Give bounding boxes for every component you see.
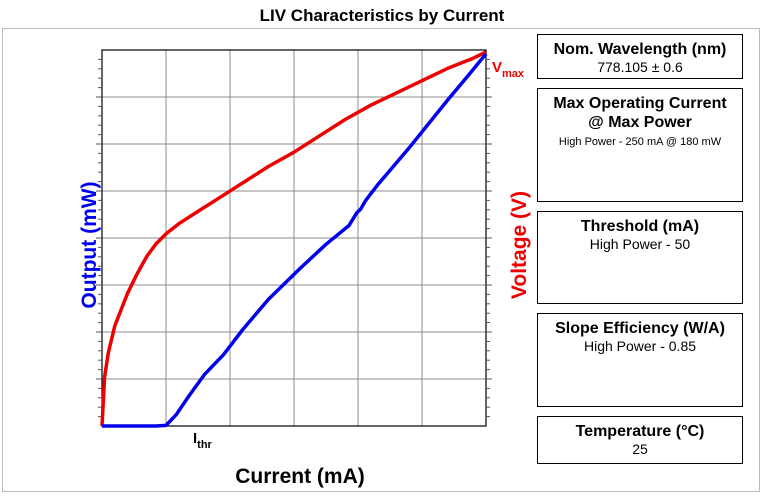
wavelength-value: 778.105 ± 0.6 xyxy=(597,59,683,75)
max-current-title: Max Operating Current xyxy=(553,95,727,112)
temperature-title: Temperature (°C) xyxy=(575,423,705,440)
slope-efficiency-box: Slope Efficiency (W/A) High Power - 0.85 xyxy=(537,313,743,407)
vmax-annotation: Vmax xyxy=(492,59,525,80)
voltage-curve xyxy=(100,50,487,427)
temperature-value: 25 xyxy=(632,441,648,457)
slope-efficiency-value: High Power - 0.85 xyxy=(583,338,697,354)
wavelength-title: Nom. Wavelength (nm) xyxy=(553,41,727,58)
threshold-value: High Power - 50 xyxy=(589,236,691,252)
chart-title: LIV Characteristics by Current xyxy=(259,6,505,25)
max-operating-current-box: Max Operating Current @ Max Power High P… xyxy=(537,88,743,202)
max-current-value: High Power - 250 mA @ 180 mW xyxy=(558,136,722,148)
x-axis-label: Current (mA) xyxy=(235,465,365,488)
output-power-curve xyxy=(102,52,488,428)
y-axis-label-voltage: Voltage (V) xyxy=(508,191,531,299)
temperature-box: Temperature (°C) 25 xyxy=(537,416,743,464)
y-axis-ticks xyxy=(96,58,492,418)
threshold-main: I xyxy=(193,430,197,447)
y-axis-label-output: Output (mW) xyxy=(78,181,101,308)
threshold-sub: thr xyxy=(197,439,212,451)
threshold-box: Threshold (mA) High Power - 50 xyxy=(537,211,743,304)
max-current-title-line2: @ Max Power xyxy=(588,114,692,131)
vmax-sub: max xyxy=(502,68,525,80)
threshold-title: Threshold (mA) xyxy=(580,218,700,235)
figure-frame xyxy=(2,28,760,492)
wavelength-box: Nom. Wavelength (nm) 778.105 ± 0.6 xyxy=(537,34,743,79)
slope-efficiency-title: Slope Efficiency (W/A) xyxy=(555,320,725,337)
threshold-annotation: Ithr xyxy=(193,430,213,451)
plot-grid xyxy=(102,50,486,426)
vmax-main: V xyxy=(492,59,502,76)
